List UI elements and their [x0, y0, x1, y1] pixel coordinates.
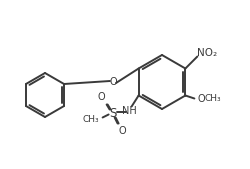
Text: NH: NH [122, 105, 136, 115]
Text: CH₃: CH₃ [203, 94, 220, 103]
Text: O: O [109, 77, 116, 87]
Text: CH₃: CH₃ [82, 115, 98, 124]
Text: O: O [197, 93, 204, 103]
Text: O: O [98, 92, 105, 103]
Text: O: O [118, 126, 126, 136]
Text: S: S [108, 107, 116, 120]
Text: NO₂: NO₂ [196, 49, 216, 58]
